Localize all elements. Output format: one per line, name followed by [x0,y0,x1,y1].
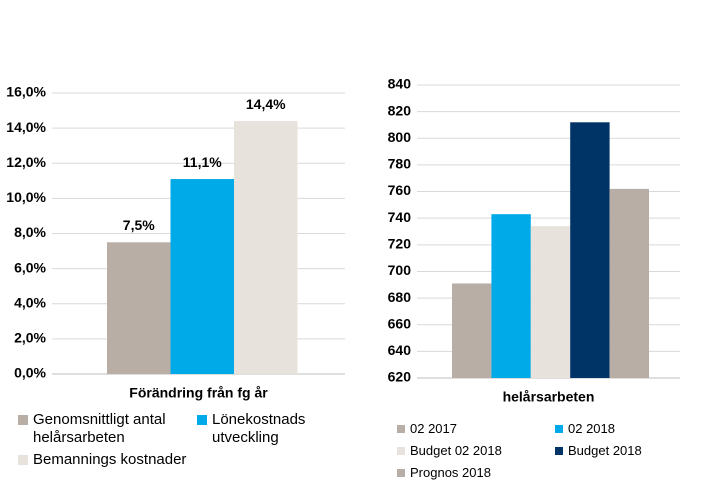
data-label: 7,5% [123,217,155,233]
bar [170,179,234,374]
y-tick-label: 820 [388,102,412,118]
data-label: 14,4% [246,96,286,112]
y-tick-label: 620 [388,369,412,385]
legend-label: Budget 2018 [568,443,642,458]
bar [107,242,171,374]
y-tick-label: 840 [388,76,412,92]
y-tick-label: 740 [388,209,412,225]
legend-swatch [397,468,405,477]
y-tick-label: 780 [388,156,412,172]
y-tick-label: 640 [388,342,412,358]
legend-label: Bemannings kostnader [33,451,187,468]
y-tick-label: 0,0% [14,365,46,381]
legend-label: 02 2017 [410,421,457,436]
y-tick-label: 800 [388,129,412,145]
legend-item: 02 2017 [397,421,547,437]
bar [234,121,298,374]
legend-label: Genomsnittligt antal helårsarbeten [33,411,166,446]
bar [609,188,649,378]
y-tick-label: 760 [388,182,412,198]
y-tick-label: 6,0% [14,259,46,275]
y-tick-label: 720 [388,236,412,252]
legend-swatch [197,415,207,425]
x-axis-label: Förändring från fg år [129,385,268,401]
legend-swatch [555,424,563,433]
bar [570,122,610,378]
y-tick-label: 2,0% [14,330,46,346]
legend-label: Prognos 2018 [410,465,491,480]
data-label: 11,1% [183,154,222,170]
legend-item: Lönekostnads utveckling [197,411,322,447]
y-tick-label: 660 [388,315,412,331]
bar [530,226,571,378]
y-tick-label: 14,0% [6,119,46,135]
y-tick-label: 16,0% [6,84,46,100]
legend-item: Budget 2018 [555,443,705,459]
legend-label: Lönekostnads utveckling [212,411,306,446]
legend-swatch [555,446,563,455]
y-tick-label: 4,0% [14,294,46,310]
legend-swatch [18,455,28,465]
legend-label: 02 2018 [568,421,615,436]
legend-swatch [397,446,405,455]
legend-item: Budget 02 2018 [397,443,547,459]
legend-item: 02 2018 [555,421,705,437]
bar [491,214,531,378]
x-axis-label: helårsarbeten [503,389,595,405]
legend-item: Prognos 2018 [397,465,547,481]
legend-label: Budget 02 2018 [410,443,502,458]
y-tick-label: 700 [388,262,412,278]
legend-item: Genomsnittligt antal helårsarbeten [18,411,193,447]
y-tick-label: 12,0% [6,154,46,170]
y-tick-label: 8,0% [14,224,46,240]
bar [452,283,492,378]
legend-item: Bemannings kostnader [18,451,193,469]
legend-swatch [397,424,405,433]
legend-swatch [18,415,28,425]
y-tick-label: 680 [388,289,412,305]
y-tick-label: 10,0% [6,189,46,205]
